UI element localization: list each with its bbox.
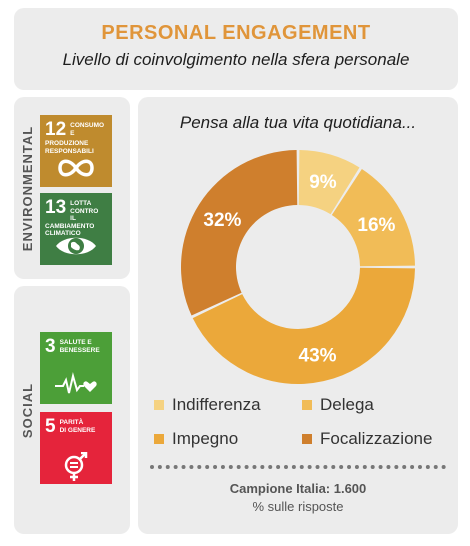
environmental-label-wrap: ENVIRONMENTAL [18, 97, 38, 279]
dotted-divider [150, 465, 446, 469]
sdg-3-text-2: BENESSERE [59, 346, 100, 354]
donut-chart: 9% 16% 43% 32% [181, 150, 415, 385]
chart-title: Pensa alla tua vita quotidiana... [179, 113, 417, 132]
legend-swatch-focalizzazione [302, 434, 312, 444]
header-panel: PERSONAL ENGAGEMENT Livello di coinvolgi… [14, 8, 458, 90]
sdg-5-tile: 5 PARITÀ DI GENERE [40, 412, 112, 484]
slice-focalizzazione [181, 150, 298, 316]
page-subtitle: Livello di coinvolgimento nella sfera pe… [62, 50, 410, 69]
sdg-3-number: 3 [45, 336, 56, 357]
legend-item-indifferenza: Indifferenza [154, 395, 261, 415]
legend-label-impegno: Impegno [172, 429, 239, 448]
sdg-3-tile: 3 SALUTE E BENESSERE [40, 332, 112, 404]
slice-indifferenza [298, 150, 360, 215]
sdg-12-text-2: PRODUZIONE [45, 140, 89, 147]
sdg-12-text-1: CONSUMO E [70, 122, 105, 137]
data-label-focalizzazione: 32% [203, 210, 241, 231]
sdg-13-number: 13 [45, 197, 67, 218]
sdg-13-text-2: IL CAMBIAMENTO [45, 215, 95, 230]
sdg-12-number: 12 [45, 119, 67, 140]
data-label-delega: 16% [357, 215, 395, 236]
legend-item-delega: Delega [302, 395, 374, 415]
sdg-13-tile: 13 LOTTA CONTRO IL CAMBIAMENTO CLIMATICO [40, 193, 112, 265]
legend-label-focalizzazione: Focalizzazione [320, 429, 433, 448]
social-panel: SOCIAL 3 SALUTE E BENESSERE 5 PARITÀ DI … [14, 286, 130, 534]
sdg-3-text-1: SALUTE E [59, 339, 92, 346]
slice-impegno [192, 267, 415, 385]
environmental-label: ENVIRONMENTAL [20, 125, 36, 251]
unit-note: % sulle risposte [252, 499, 344, 514]
data-label-indifferenza: 9% [309, 172, 337, 193]
legend-swatch-impegno [154, 434, 164, 444]
social-label-wrap: SOCIAL [18, 286, 38, 534]
legend-label-indifferenza: Indifferenza [172, 395, 261, 414]
sdg-12-text-3: RESPONSABILI [45, 147, 94, 155]
sdg-13-text-1: LOTTA CONTRO [70, 200, 99, 215]
legend-item-impegno: Impegno [154, 429, 238, 449]
sdg-5-number: 5 [45, 416, 56, 437]
infinity-icon [58, 159, 94, 177]
chart-panel: Pensa alla tua vita quotidiana... 9% 16% 4… [138, 97, 458, 534]
gender-equality-icon [64, 452, 88, 481]
legend-label-delega: Delega [320, 395, 374, 414]
legend-item-focalizzazione: Focalizzazione [302, 429, 432, 449]
sdg-12-tile: 12 CONSUMO E PRODUZIONE RESPONSABILI [40, 115, 112, 187]
legend-swatch-delega [302, 400, 312, 410]
sdg-5-text-1: PARITÀ [59, 419, 84, 426]
sdg-5-text-2: DI GENERE [59, 426, 96, 434]
legend-swatch-indifferenza [154, 400, 164, 410]
social-label: SOCIAL [20, 382, 36, 438]
data-label-impegno: 43% [299, 345, 337, 366]
slice-delega [331, 168, 415, 267]
sample-size: Campione Italia: 1.600 [229, 481, 367, 496]
page-title: PERSONAL ENGAGEMENT [101, 22, 371, 44]
environmental-panel: ENVIRONMENTAL 12 CONSUMO E PRODUZIONE RE… [14, 97, 130, 279]
heartbeat-icon [55, 372, 97, 394]
eye-earth-icon [56, 237, 96, 255]
sdg-13-text-3: CLIMATICO [45, 230, 81, 237]
